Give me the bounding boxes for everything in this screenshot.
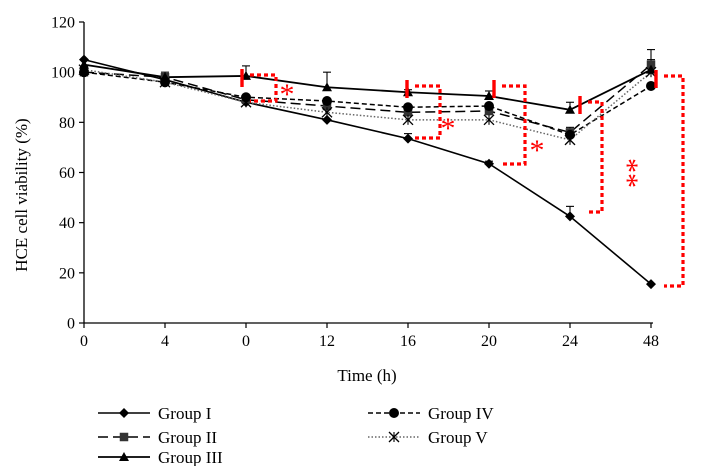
x-tick-label: 20 — [481, 333, 497, 350]
series-line — [83, 64, 652, 134]
x-axis-ticks: 0 4 0 12 16 20 24 48 — [80, 323, 659, 350]
x-tick-label: 0 — [242, 333, 250, 350]
circle-marker — [646, 80, 656, 91]
y-tick-label: 60 — [59, 165, 75, 182]
triangle-marker — [565, 104, 575, 114]
circle-marker — [484, 101, 494, 112]
significance-bracket — [588, 100, 604, 214]
circle-marker — [322, 96, 332, 107]
legend-label: Group I — [158, 404, 212, 423]
significance-label: * — [441, 112, 456, 145]
diamond-marker — [646, 279, 656, 290]
diamond-marker — [322, 114, 332, 125]
significance-bracket — [502, 84, 527, 166]
significance-bracket — [250, 73, 278, 103]
diamond-marker — [565, 211, 575, 222]
legend-label: Group V — [428, 428, 488, 447]
y-tick-label: 120 — [51, 15, 75, 32]
series-lines — [83, 58, 652, 285]
significance-label: ** — [611, 158, 644, 188]
legend-label: Group III — [158, 448, 223, 466]
triangle-marker — [322, 82, 332, 92]
chart-axes — [83, 22, 653, 324]
square-marker — [646, 60, 656, 69]
x-tick-label: 16 — [400, 333, 416, 350]
triangle-marker — [119, 452, 129, 461]
x-tick-label: 4 — [161, 333, 169, 350]
legend-label: Group II — [158, 428, 217, 447]
legend-label: Group IV — [428, 404, 494, 423]
square-marker — [119, 432, 129, 442]
y-tick-label: 0 — [67, 316, 75, 333]
square-marker — [322, 101, 332, 111]
error-bars — [161, 49, 655, 217]
x-tick-label: 24 — [562, 333, 578, 350]
x-tick-label: 0 — [80, 333, 88, 350]
circle-marker — [389, 408, 399, 418]
square-marker — [484, 106, 494, 116]
diamond-marker — [79, 54, 89, 65]
y-tick-label: 20 — [59, 265, 75, 282]
diamond-marker — [484, 158, 494, 169]
diamond-marker — [403, 133, 413, 144]
x-tick-label: 12 — [319, 333, 335, 350]
square-marker — [403, 108, 413, 117]
diamond-marker — [119, 408, 129, 418]
significance-label: ** — [694, 157, 703, 187]
significance-brackets: ***** ** — [240, 69, 703, 288]
circle-marker — [403, 102, 413, 113]
series-line — [83, 63, 652, 111]
triangle-marker — [484, 90, 494, 100]
series-line — [83, 58, 652, 285]
significance-bracket — [664, 74, 685, 288]
x-axis-label: Time (h) — [337, 366, 396, 385]
series-line — [83, 68, 652, 141]
series-markers — [78, 54, 657, 290]
y-axis-ticks: 0 20 40 60 80 100 120 — [51, 15, 84, 333]
significance-label: * — [280, 78, 295, 111]
y-tick-label: 40 — [59, 215, 75, 232]
x-tick-label: 48 — [643, 333, 659, 350]
significance-label: * — [530, 134, 545, 167]
y-tick-label: 100 — [51, 65, 75, 82]
significance-bracket — [415, 84, 442, 140]
y-axis-label: HCE cell viability (%) — [12, 118, 31, 271]
y-tick-label: 80 — [59, 115, 75, 132]
